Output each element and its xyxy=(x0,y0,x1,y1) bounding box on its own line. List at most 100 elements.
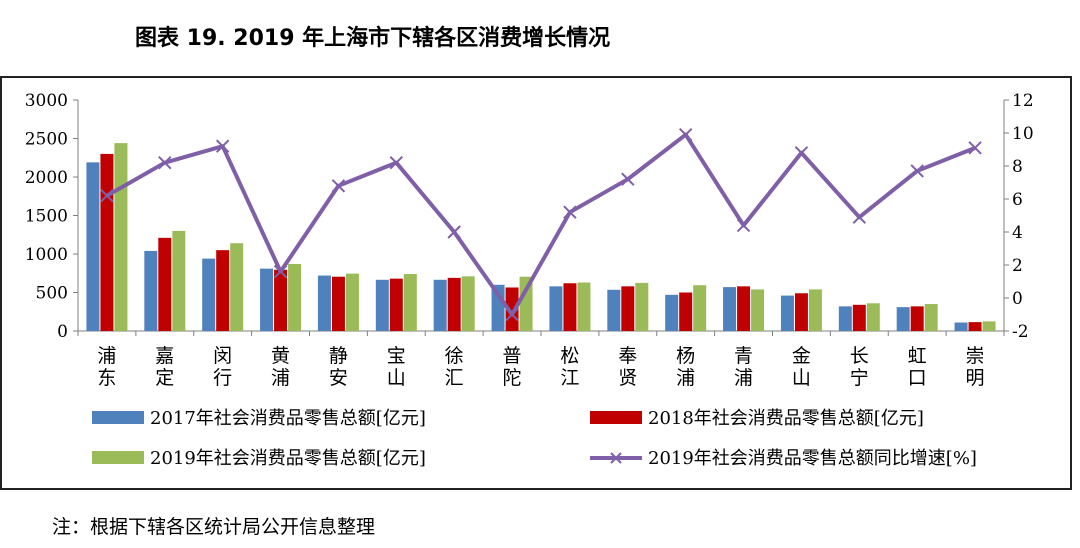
bar-2017 xyxy=(780,295,794,331)
bar-2018 xyxy=(158,237,172,331)
x-category-label: 黄 xyxy=(271,345,290,367)
bar-2018 xyxy=(737,286,751,331)
x-category-label: 浦 xyxy=(271,367,290,389)
x-category-label: 崇 xyxy=(966,345,985,367)
bar-2017 xyxy=(607,289,621,331)
bar-2017 xyxy=(144,250,158,331)
y-right-tick-label: 10 xyxy=(1012,124,1034,144)
bar-2019 xyxy=(172,230,186,331)
x-category-label: 东 xyxy=(97,367,116,389)
bar-2019 xyxy=(693,285,707,331)
legend-label: 2019年社会消费品零售总额[亿元] xyxy=(150,448,426,469)
bar-2017 xyxy=(317,275,331,331)
growth-point-marker xyxy=(273,264,288,279)
bar-2017 xyxy=(260,268,274,331)
growth-point-marker xyxy=(215,139,230,153)
bar-2019 xyxy=(461,276,475,331)
y-left-tick-label: 0 xyxy=(57,322,68,342)
bar-2017 xyxy=(665,294,679,331)
bar-2017 xyxy=(433,279,447,331)
bar-2018 xyxy=(331,276,345,331)
growth-line xyxy=(105,132,976,317)
x-category-label: 浦 xyxy=(734,367,753,389)
growth-point-marker xyxy=(505,307,519,322)
legend-swatch-2019 xyxy=(92,451,144,464)
bar-2017 xyxy=(838,306,852,331)
x-category-label: 汇 xyxy=(445,367,464,389)
y-left-tick-label: 2500 xyxy=(25,130,68,150)
bar-2018 xyxy=(794,293,808,331)
x-category-label: 静 xyxy=(329,345,348,367)
y-right-tick-label: -2 xyxy=(1012,322,1029,342)
bar-2018 xyxy=(852,304,866,331)
bar-2019 xyxy=(866,303,880,331)
bar-2017 xyxy=(86,162,100,331)
growth-point-marker xyxy=(678,127,693,142)
bar-2018 xyxy=(389,278,403,331)
x-category-label: 长 xyxy=(850,345,869,367)
x-category-label: 行 xyxy=(213,367,232,389)
y-left-tick-label: 1000 xyxy=(25,245,68,265)
bar-2018 xyxy=(910,306,924,331)
legend-swatch-2018 xyxy=(590,411,642,424)
bar-2017 xyxy=(954,322,968,331)
bar-2018 xyxy=(274,269,288,331)
growth-point-marker xyxy=(563,205,577,219)
bar-2017 xyxy=(723,287,737,331)
bar-2018 xyxy=(216,250,230,331)
bar-2017 xyxy=(202,258,216,331)
x-category-label: 陀 xyxy=(503,367,522,389)
growth-point-marker xyxy=(852,210,867,224)
growth-point-marker xyxy=(910,164,924,178)
bar-2019 xyxy=(345,273,359,331)
x-category-label: 山 xyxy=(387,367,406,389)
growth-point-marker xyxy=(100,188,114,203)
x-category-label: 嘉 xyxy=(155,345,174,367)
x-category-label: 浦 xyxy=(676,367,695,389)
bar-2017 xyxy=(375,279,389,331)
bar-2018 xyxy=(563,283,577,331)
x-category-label: 浦 xyxy=(97,345,116,367)
x-category-label: 安 xyxy=(329,367,348,389)
bar-2018 xyxy=(621,286,635,331)
x-category-label: 闵 xyxy=(213,345,232,367)
x-category-label: 虹 xyxy=(908,345,927,367)
bar-2019 xyxy=(982,321,996,331)
legend-label: 2017年社会消费品零售总额[亿元] xyxy=(150,408,426,429)
y-left-tick-label: 3000 xyxy=(25,91,68,111)
x-category-label: 徐 xyxy=(445,345,464,367)
y-right-tick-label: 2 xyxy=(1012,256,1023,276)
growth-point-marker xyxy=(331,179,346,193)
bar-2019 xyxy=(751,289,765,331)
growth-point-marker xyxy=(447,225,461,239)
bar-2017 xyxy=(896,307,910,331)
y-left-tick-label: 500 xyxy=(36,284,68,304)
y-right-tick-label: 4 xyxy=(1012,223,1023,243)
bar-2018 xyxy=(100,153,114,331)
bar-2019 xyxy=(577,282,591,331)
bar-2019 xyxy=(924,304,938,331)
x-category-label: 口 xyxy=(908,367,927,389)
x-category-label: 杨 xyxy=(676,345,695,367)
x-category-label: 宝 xyxy=(387,345,406,367)
bar-2019 xyxy=(230,243,244,331)
y-left-tick-label: 2000 xyxy=(25,168,68,188)
y-right-tick-label: 6 xyxy=(1012,190,1023,210)
growth-point-marker xyxy=(158,155,172,170)
legend-label: 2018年社会消费品零售总额[亿元] xyxy=(648,408,924,429)
growth-point-marker xyxy=(794,146,809,160)
x-category-label: 定 xyxy=(155,367,174,389)
x-category-label: 普 xyxy=(503,345,522,367)
y-right-tick-label: 8 xyxy=(1012,157,1023,177)
chart-frame xyxy=(0,76,1072,490)
growth-point-marker xyxy=(621,172,635,186)
chart-svg: 050010001500200025003000-2024681012浦东嘉定闵… xyxy=(25,91,1034,469)
y-right-tick-label: 12 xyxy=(1012,91,1034,111)
x-category-label: 宁 xyxy=(850,367,869,389)
bar-2018 xyxy=(679,292,693,331)
legend-label: 2019年社会消费品零售总额同比增速[%] xyxy=(648,448,977,469)
bar-2019 xyxy=(808,289,822,331)
x-category-label: 江 xyxy=(560,367,579,389)
x-category-label: 贤 xyxy=(618,367,637,389)
y-right-tick-label: 0 xyxy=(1012,289,1023,309)
